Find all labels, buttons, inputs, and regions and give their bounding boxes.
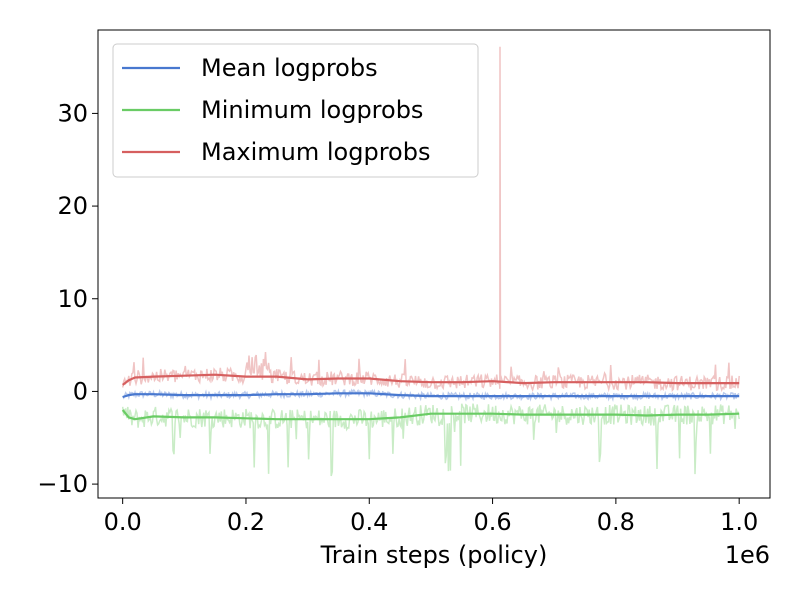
x-tick-label: 0.2 (227, 508, 265, 536)
y-tick-label: −10 (37, 470, 88, 498)
smoothed-series-layer (121, 373, 740, 421)
y-tick-label: 0 (73, 377, 88, 405)
x-axis-offset-label: 1e6 (725, 541, 770, 569)
raw-series-maximum-logprobs (121, 46, 740, 393)
series-line-maximum-logprobs (122, 373, 740, 386)
x-axis-label: Train steps (policy) (320, 541, 548, 569)
legend-label: Maximum logprobs (201, 138, 430, 166)
x-axis-ticks: 0.0 0.2 0.4 0.6 0.8 1.0 (104, 498, 758, 536)
x-tick-label: 0.0 (104, 508, 142, 536)
legend-box (112, 43, 479, 178)
x-tick-label: 0.8 (597, 508, 635, 536)
legend: Mean logprobs Minimum logprobs Maximum log… (112, 43, 479, 178)
series-line-minimum-logprobs (121, 409, 740, 421)
plot-area-frame (97, 29, 771, 499)
x-tick-label: 0.4 (350, 508, 388, 536)
x-tick-label: 1.0 (720, 508, 758, 536)
legend-label: Mean logprobs (201, 54, 378, 82)
x-tick-label: 0.6 (473, 508, 511, 536)
y-tick-label: 30 (57, 99, 88, 127)
y-tick-label: 10 (57, 285, 88, 313)
y-tick-label: 20 (57, 192, 88, 220)
y-axis-ticks: −10 0 10 20 30 (37, 99, 98, 498)
series-line-mean-logprobs (122, 392, 740, 399)
raw-series-minimum-logprobs (121, 403, 740, 477)
legend-label: Minimum logprobs (201, 96, 423, 124)
